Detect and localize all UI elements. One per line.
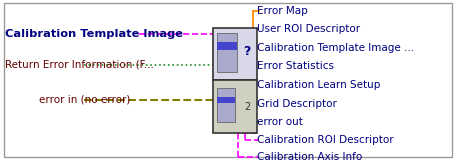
Text: 2: 2 xyxy=(243,102,250,111)
Bar xyxy=(217,33,236,72)
Bar xyxy=(213,28,256,80)
Text: Error Map: Error Map xyxy=(256,6,307,16)
Text: ?: ? xyxy=(243,45,250,58)
Text: Error Statistics: Error Statistics xyxy=(256,61,333,71)
Bar xyxy=(217,42,236,50)
Bar xyxy=(217,97,235,104)
Text: Calibration Axis Info: Calibration Axis Info xyxy=(256,152,361,162)
Bar xyxy=(213,80,256,133)
Text: Return Error Information (F...: Return Error Information (F... xyxy=(5,60,153,70)
Bar xyxy=(217,88,235,122)
Text: Calibration Learn Setup: Calibration Learn Setup xyxy=(256,80,379,90)
Text: Calibration ROI Descriptor: Calibration ROI Descriptor xyxy=(256,135,393,145)
Text: Calibration Template Image ...: Calibration Template Image ... xyxy=(256,43,413,53)
Text: Calibration Template Image: Calibration Template Image xyxy=(5,29,182,39)
Text: Grid Descriptor: Grid Descriptor xyxy=(256,99,336,109)
Text: error in (no error): error in (no error) xyxy=(39,95,130,105)
Text: User ROI Descriptor: User ROI Descriptor xyxy=(256,24,359,34)
Text: error out: error out xyxy=(256,117,302,127)
